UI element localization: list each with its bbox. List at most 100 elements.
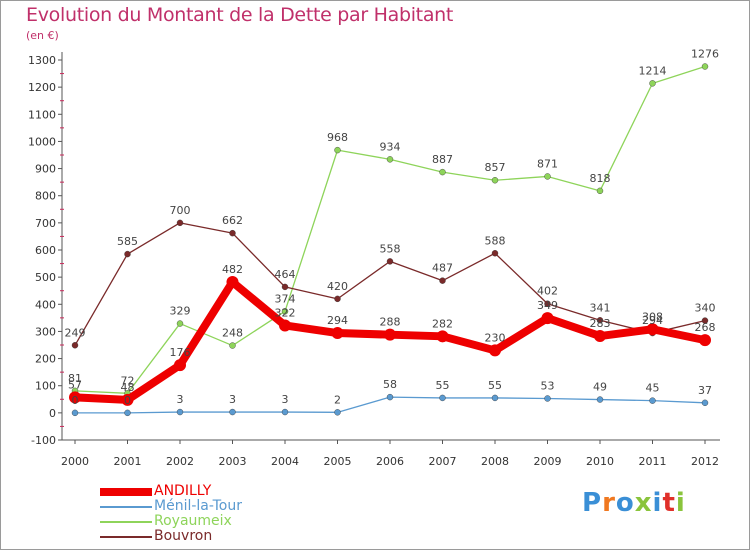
x-tick-label: 2003 (219, 455, 247, 468)
data-label: 48 (121, 381, 135, 394)
data-point (701, 317, 709, 324)
logo-letter: i (652, 488, 663, 518)
data-label: 294 (642, 314, 663, 327)
data-point (439, 277, 446, 284)
x-tick-label: 2010 (586, 455, 614, 468)
data-point (229, 229, 236, 237)
data-point (646, 323, 659, 336)
data-label: 3 (229, 393, 236, 406)
logo-letter: t (662, 488, 676, 518)
data-point (176, 219, 184, 227)
data-point (384, 328, 396, 341)
data-label: 700 (170, 204, 191, 217)
y-tick-label: 1200 (28, 81, 56, 94)
legend-swatch (100, 535, 152, 538)
data-point (544, 300, 551, 307)
x-tick-label: 2002 (166, 455, 194, 468)
legend-item: Royaumeix (100, 514, 242, 529)
data-point (281, 308, 289, 315)
data-label: 1276 (691, 48, 719, 61)
data-point (541, 312, 554, 325)
x-tick-label: 2000 (61, 455, 89, 468)
data-label: 3 (177, 393, 184, 406)
data-point (334, 146, 341, 154)
chart-axes: -100010020030040050060070080090010001100… (28, 52, 720, 468)
data-point (226, 276, 239, 289)
data-label: 662 (222, 214, 243, 227)
data-point (331, 327, 344, 340)
data-point (489, 344, 501, 357)
data-point (594, 330, 606, 343)
chart-legend: ANDILLY Ménil-la-Tour Royaumeix Bouvron (100, 484, 242, 544)
data-label: 49 (593, 381, 607, 394)
data-point (439, 394, 446, 402)
data-label: 308 (642, 310, 663, 323)
data-label: 283 (590, 317, 611, 330)
data-point (439, 168, 446, 176)
data-label: 57 (68, 378, 82, 391)
logo-letter: r (602, 488, 616, 518)
logo-letter: P (582, 488, 603, 518)
x-tick-label: 2012 (691, 455, 719, 468)
logo-letter: o (615, 488, 635, 518)
chart-series (69, 63, 711, 417)
data-label: 248 (222, 327, 243, 340)
series-royaumeix (71, 63, 709, 397)
data-point (174, 359, 186, 372)
data-point (71, 409, 79, 417)
logo-letter: i (675, 488, 686, 518)
series-andilly (69, 276, 711, 406)
legend-label: Ménil-la-Tour (154, 498, 242, 514)
data-point (596, 187, 604, 195)
data-label: 887 (432, 153, 453, 166)
data-point (124, 409, 131, 417)
data-label: 0 (124, 394, 131, 407)
series-bouvron (71, 219, 709, 349)
y-tick-label: 100 (35, 380, 56, 393)
data-label: 402 (537, 285, 558, 298)
data-point (544, 395, 551, 402)
data-label: 268 (695, 321, 716, 334)
data-point (386, 258, 394, 265)
x-tick-label: 2006 (376, 455, 404, 468)
data-label: 968 (327, 131, 348, 144)
legend-item: Bouvron (100, 529, 242, 544)
y-tick-label: 900 (35, 163, 56, 176)
data-label: 1214 (639, 64, 667, 77)
data-label: 341 (590, 301, 611, 314)
data-point (279, 319, 291, 332)
data-point (69, 391, 81, 404)
data-label: 53 (541, 379, 555, 392)
data-point (436, 330, 449, 343)
data-point (176, 320, 184, 327)
data-label: 585 (117, 235, 138, 248)
y-tick-label: 0 (49, 407, 56, 420)
y-tick-label: 600 (35, 244, 56, 257)
data-point (386, 156, 394, 163)
legend-label: Royaumeix (154, 513, 232, 529)
data-point (699, 334, 711, 347)
data-point (121, 393, 134, 406)
data-point (596, 317, 604, 324)
data-label: 2 (334, 393, 341, 406)
data-label: 37 (698, 384, 712, 397)
x-tick-label: 2007 (429, 455, 457, 468)
data-label: 464 (275, 268, 296, 281)
x-tick-label: 2009 (534, 455, 562, 468)
series-line (74, 65, 706, 394)
x-tick-label: 2008 (481, 455, 509, 468)
data-label: 249 (65, 326, 86, 339)
data-label: 176 (170, 346, 191, 359)
data-label: 45 (646, 382, 660, 395)
data-point (701, 63, 709, 70)
data-label: 0 (72, 394, 79, 407)
data-label: 558 (380, 242, 401, 255)
y-tick-label: 800 (35, 190, 56, 203)
data-label: 340 (695, 302, 716, 315)
data-label: 55 (436, 379, 450, 392)
data-label: 482 (222, 263, 243, 276)
data-point (281, 408, 289, 416)
data-point (491, 250, 499, 257)
legend-swatch (100, 505, 152, 508)
